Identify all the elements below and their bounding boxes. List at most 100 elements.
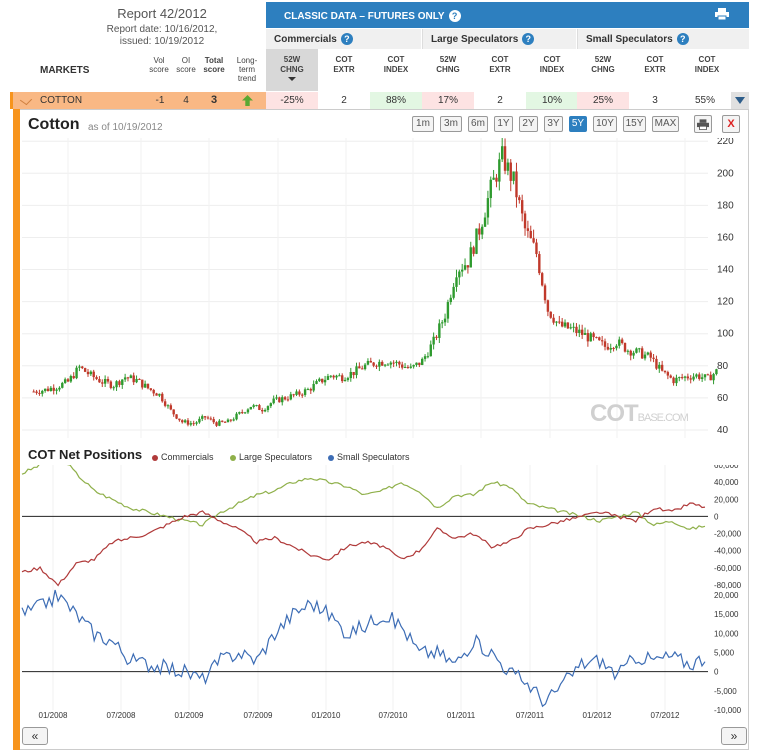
candle-body [361, 368, 364, 370]
help-icon[interactable]: ? [340, 33, 353, 45]
candle-body [146, 383, 150, 389]
candle-body [652, 357, 655, 359]
candle-body [292, 394, 295, 396]
zoom-1y-button[interactable]: 1Y [494, 116, 513, 132]
candle-body [263, 409, 267, 412]
zoom-1m-button[interactable]: 1m [412, 116, 434, 132]
candle-body [298, 391, 301, 395]
candle-body [575, 326, 578, 333]
candle-body [618, 339, 621, 346]
candle-body [278, 397, 281, 403]
candle-body [435, 336, 438, 338]
zoom-3m-button[interactable]: 3m [440, 116, 462, 132]
candle-body [306, 389, 310, 391]
x-tick-label: 07/2008 [107, 711, 136, 720]
candle-body [409, 366, 412, 368]
zoom-15y-button[interactable]: 15Y [623, 116, 646, 132]
help-icon[interactable]: ? [448, 10, 461, 22]
candle-body [503, 146, 507, 171]
y-tick-label: 120 [717, 297, 734, 308]
candle-body [35, 391, 38, 393]
zoom-5y-button[interactable]: 5Y [569, 116, 587, 132]
candle-body [203, 416, 207, 418]
candle-body [529, 230, 532, 239]
candle-body [315, 381, 318, 384]
candle-body [155, 393, 158, 396]
candle-body [398, 361, 401, 365]
zoom-10y-button[interactable]: 10Y [593, 116, 617, 132]
y-tick-label: -60,000 [714, 564, 742, 573]
cot-value-cell: 17% [422, 92, 474, 109]
candle-body [366, 360, 370, 365]
candle-body [532, 238, 535, 243]
column-header[interactable]: COT INDEX [681, 49, 733, 91]
column-header[interactable]: 52W CHNG [422, 49, 474, 91]
column-header[interactable]: 52W CHNG [577, 49, 629, 91]
candle-body [209, 418, 213, 420]
candle-body [600, 340, 604, 342]
candle-body [658, 364, 661, 369]
column-header[interactable]: 52W CHNG [266, 49, 318, 91]
x-tick-label: 07/2010 [379, 711, 408, 720]
column-header[interactable]: COT EXTR [474, 49, 526, 91]
zoom-max-button[interactable]: MAX [652, 116, 679, 132]
candle-body [181, 420, 184, 423]
candle-body [183, 420, 187, 423]
candle-body [466, 265, 470, 268]
candle-body [309, 389, 313, 391]
print-chart-button[interactable] [694, 115, 712, 133]
y-tick-label: 5,000 [714, 649, 735, 658]
candle-body [121, 379, 124, 385]
column-header-line: INDEX [383, 65, 409, 74]
candle-body [643, 354, 647, 359]
candle-body [252, 405, 255, 407]
candle-body [141, 379, 144, 388]
zoom-3y-button[interactable]: 3Y [544, 116, 563, 132]
column-header[interactable]: COT EXTR [318, 49, 370, 91]
candle-body [635, 348, 638, 353]
y-tick-label: 0 [714, 512, 719, 521]
candle-body [272, 398, 275, 404]
candle-body [149, 388, 153, 390]
candle-body [132, 375, 135, 383]
help-icon[interactable]: ? [522, 33, 535, 45]
prev-button[interactable]: « [22, 727, 48, 745]
zoom-6m-button[interactable]: 6m [468, 116, 488, 132]
market-row-cotton[interactable] [10, 92, 266, 109]
x-tick-label: 01/2010 [312, 711, 341, 720]
candle-body [338, 375, 341, 377]
candle-body [603, 341, 607, 347]
zoom-2y-button[interactable]: 2Y [519, 116, 538, 132]
market-name[interactable]: COTTON [40, 95, 83, 106]
column-header-line: 52W [594, 55, 612, 64]
y-tick-label: 10,000 [714, 629, 739, 638]
next-button[interactable]: » [721, 727, 747, 745]
candle-body [540, 273, 544, 286]
chevron-down-icon[interactable] [735, 97, 745, 104]
y-tick-label: 160 [717, 232, 734, 243]
y-tick-label: 20,000 [714, 495, 739, 504]
candle-body [78, 366, 81, 368]
column-header-line: COT [646, 55, 664, 64]
column-header[interactable]: COT INDEX [526, 49, 578, 91]
column-header[interactable]: COT EXTR [629, 49, 681, 91]
help-icon[interactable]: ? [676, 33, 689, 45]
candle-body [386, 364, 390, 366]
candle-body [452, 286, 455, 298]
group-commercials: Commercials? [266, 29, 421, 49]
close-chart-button[interactable]: X [722, 115, 740, 133]
y-tick-label: 20,000 [714, 591, 739, 600]
x-tick-label: 07/2011 [516, 711, 545, 720]
candle-body [715, 369, 718, 375]
sort-desc-icon [288, 77, 296, 81]
candle-body [429, 344, 432, 357]
candle-body [195, 422, 198, 424]
vol-score-header: Vol score [149, 56, 169, 74]
printer-icon[interactable] [715, 8, 729, 20]
legend-large-speculators: Large Speculators [230, 452, 312, 462]
cot-value-cell: 88% [370, 92, 422, 109]
price-chart: 40 60 80 100 120 140 160 180 200 220 [22, 138, 734, 438]
column-header[interactable]: COT INDEX [370, 49, 422, 91]
candle-body [343, 379, 347, 382]
candle-body [341, 375, 344, 382]
